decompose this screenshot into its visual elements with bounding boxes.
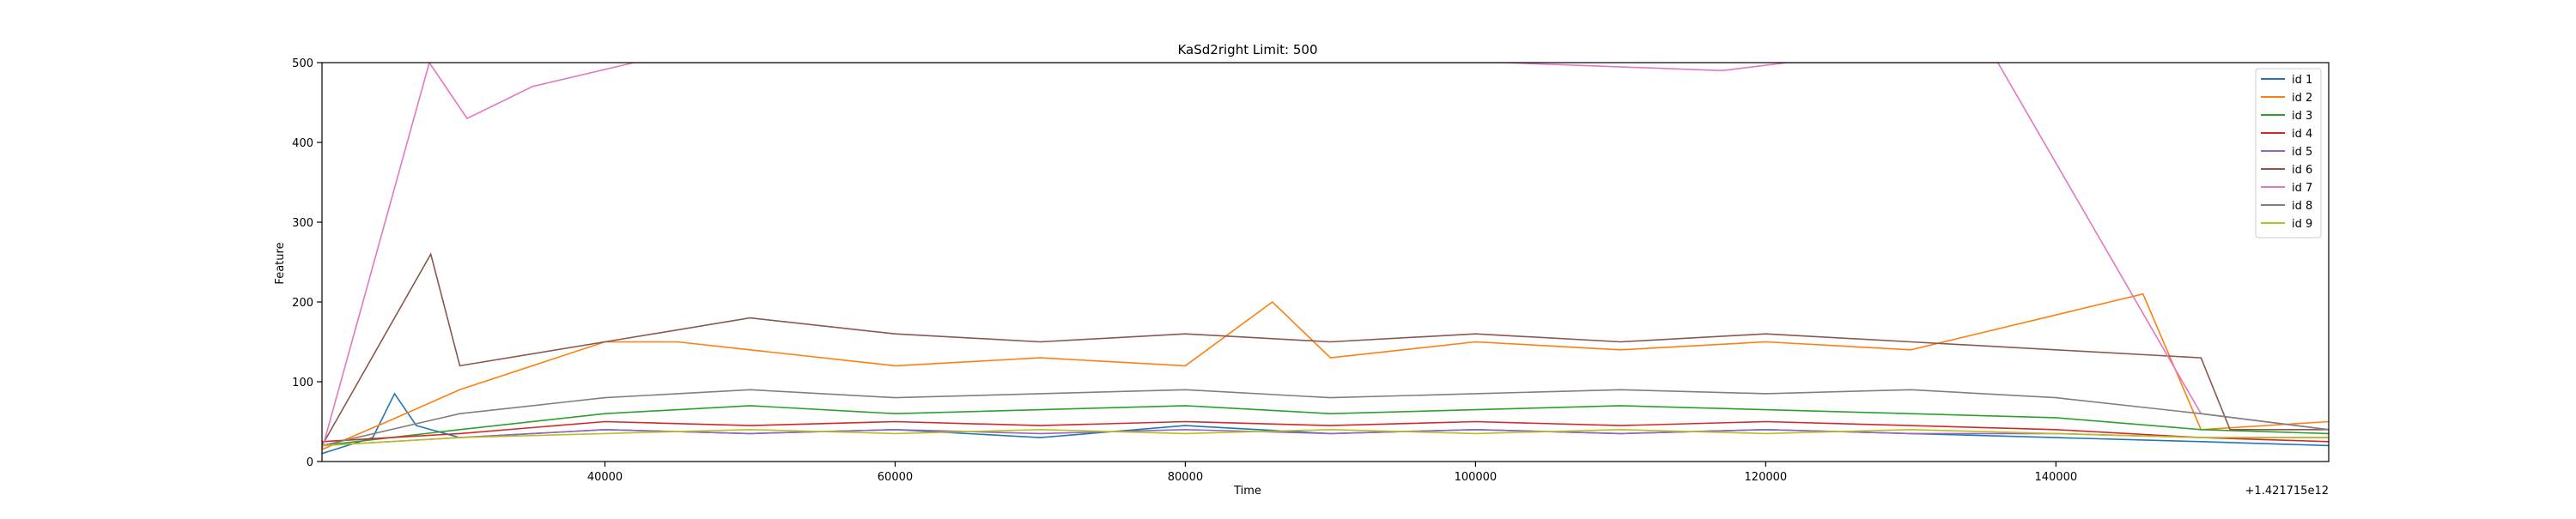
x-tick-label: 140000 [2034,471,2077,484]
x-tick-label: 60000 [878,471,913,484]
plot-area: 40000 60000 80000 100000 120000 140000 0 100 200… [292,57,2330,484]
y-tick-label: 0 [307,456,313,469]
series-line-4 [322,420,2329,443]
legend-label: id 5 [2292,146,2312,159]
legend-label: id 6 [2292,164,2312,177]
x-axis-label: Time [1233,485,1261,498]
y-axis-label: Feature [274,242,287,284]
x-tick-label: 80000 [1168,471,1203,484]
series-line-9 [322,428,2329,447]
series-line-2 [322,293,2329,450]
x-tick-label: 120000 [1745,471,1788,484]
series-line-7 [322,63,2329,450]
legend-label: id 2 [2292,92,2312,105]
legend: id 1 id 2 id 3 id 4 id 5 id 6 id 7 id 8 id 9 [2255,68,2322,238]
legend-label: id 8 [2292,200,2312,213]
legend-label: id 9 [2292,218,2312,231]
legend-box [2255,68,2322,238]
x-tick-label: 40000 [587,471,623,484]
y-tick-label: 200 [292,297,313,310]
legend-label: id 3 [2292,110,2312,123]
series-line-5 [322,428,2329,447]
x-axis-offset-label: +1.421715e12 [2245,485,2329,498]
y-tick-label: 300 [292,217,313,230]
plot-frame [321,62,2330,462]
series-line-3 [322,405,2329,447]
x-tick-label: 100000 [1455,471,1498,484]
y-tick-label: 100 [292,377,313,389]
series-group [322,63,2329,455]
chart-title: KaSd2right Limit: 500 [1177,42,1317,57]
series-line-6 [322,252,2329,446]
series-line-8 [322,389,2329,447]
legend-label: id 1 [2292,74,2312,87]
y-tick-label: 500 [292,57,313,70]
legend-label: id 4 [2292,128,2312,141]
y-tick-label: 400 [292,137,313,150]
legend-label: id 7 [2292,182,2312,195]
